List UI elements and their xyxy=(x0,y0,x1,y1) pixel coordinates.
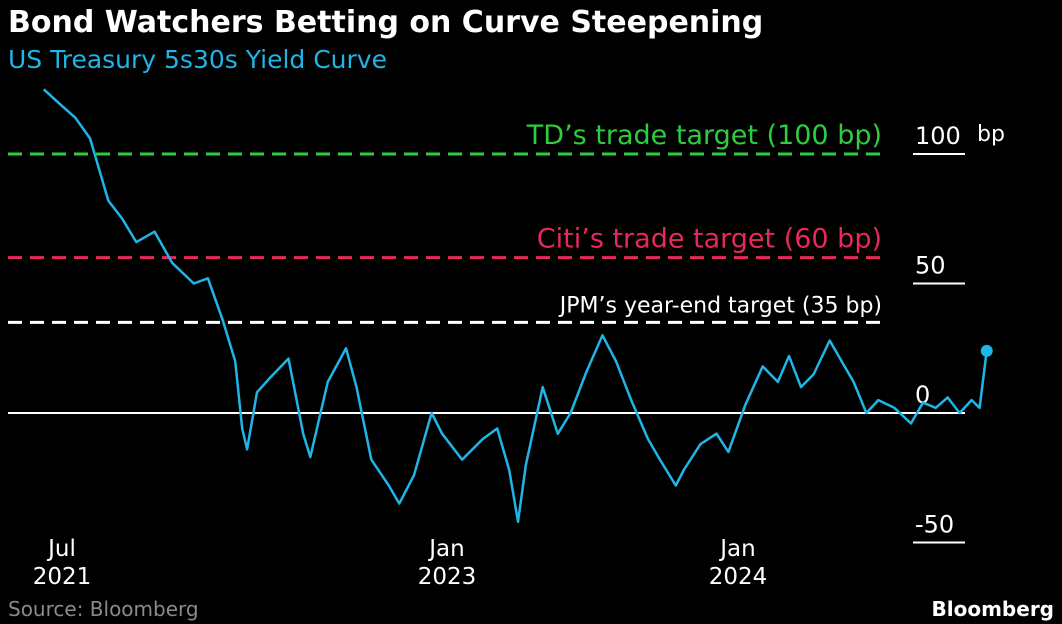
x-tick-label: Jul xyxy=(46,536,76,562)
series-endpoint xyxy=(980,344,993,357)
y-tick-label: -50 xyxy=(915,511,954,539)
target-label: TD’s trade target (100 bp) xyxy=(526,120,882,151)
x-tick-year: 2021 xyxy=(33,564,92,590)
chart-title: Bond Watchers Betting on Curve Steepenin… xyxy=(8,5,763,40)
series-line xyxy=(42,88,988,524)
y-tick-label: 100 xyxy=(915,122,961,150)
bloomberg-logo: Bloomberg xyxy=(932,597,1054,621)
source-note: Source: Bloomberg xyxy=(8,597,199,621)
x-tick-label: Jan xyxy=(718,536,755,562)
y-tick-label: 50 xyxy=(915,252,946,280)
target-label: JPM’s year-end target (35 bp) xyxy=(558,293,882,318)
series-layer xyxy=(42,88,993,524)
x-tick-year: 2023 xyxy=(418,564,477,590)
target-label: Citi’s trade target (60 bp) xyxy=(537,224,882,255)
target-lines: TD’s trade target (100 bp) Citi’s trade t… xyxy=(8,120,882,324)
chart-subtitle: US Treasury 5s30s Yield Curve xyxy=(8,45,387,74)
x-tick-label: Jan xyxy=(427,536,464,562)
x-tick-year: 2024 xyxy=(709,564,768,590)
y-tick-label: 0 xyxy=(915,381,930,409)
y-unit-label: bp xyxy=(977,122,1005,147)
